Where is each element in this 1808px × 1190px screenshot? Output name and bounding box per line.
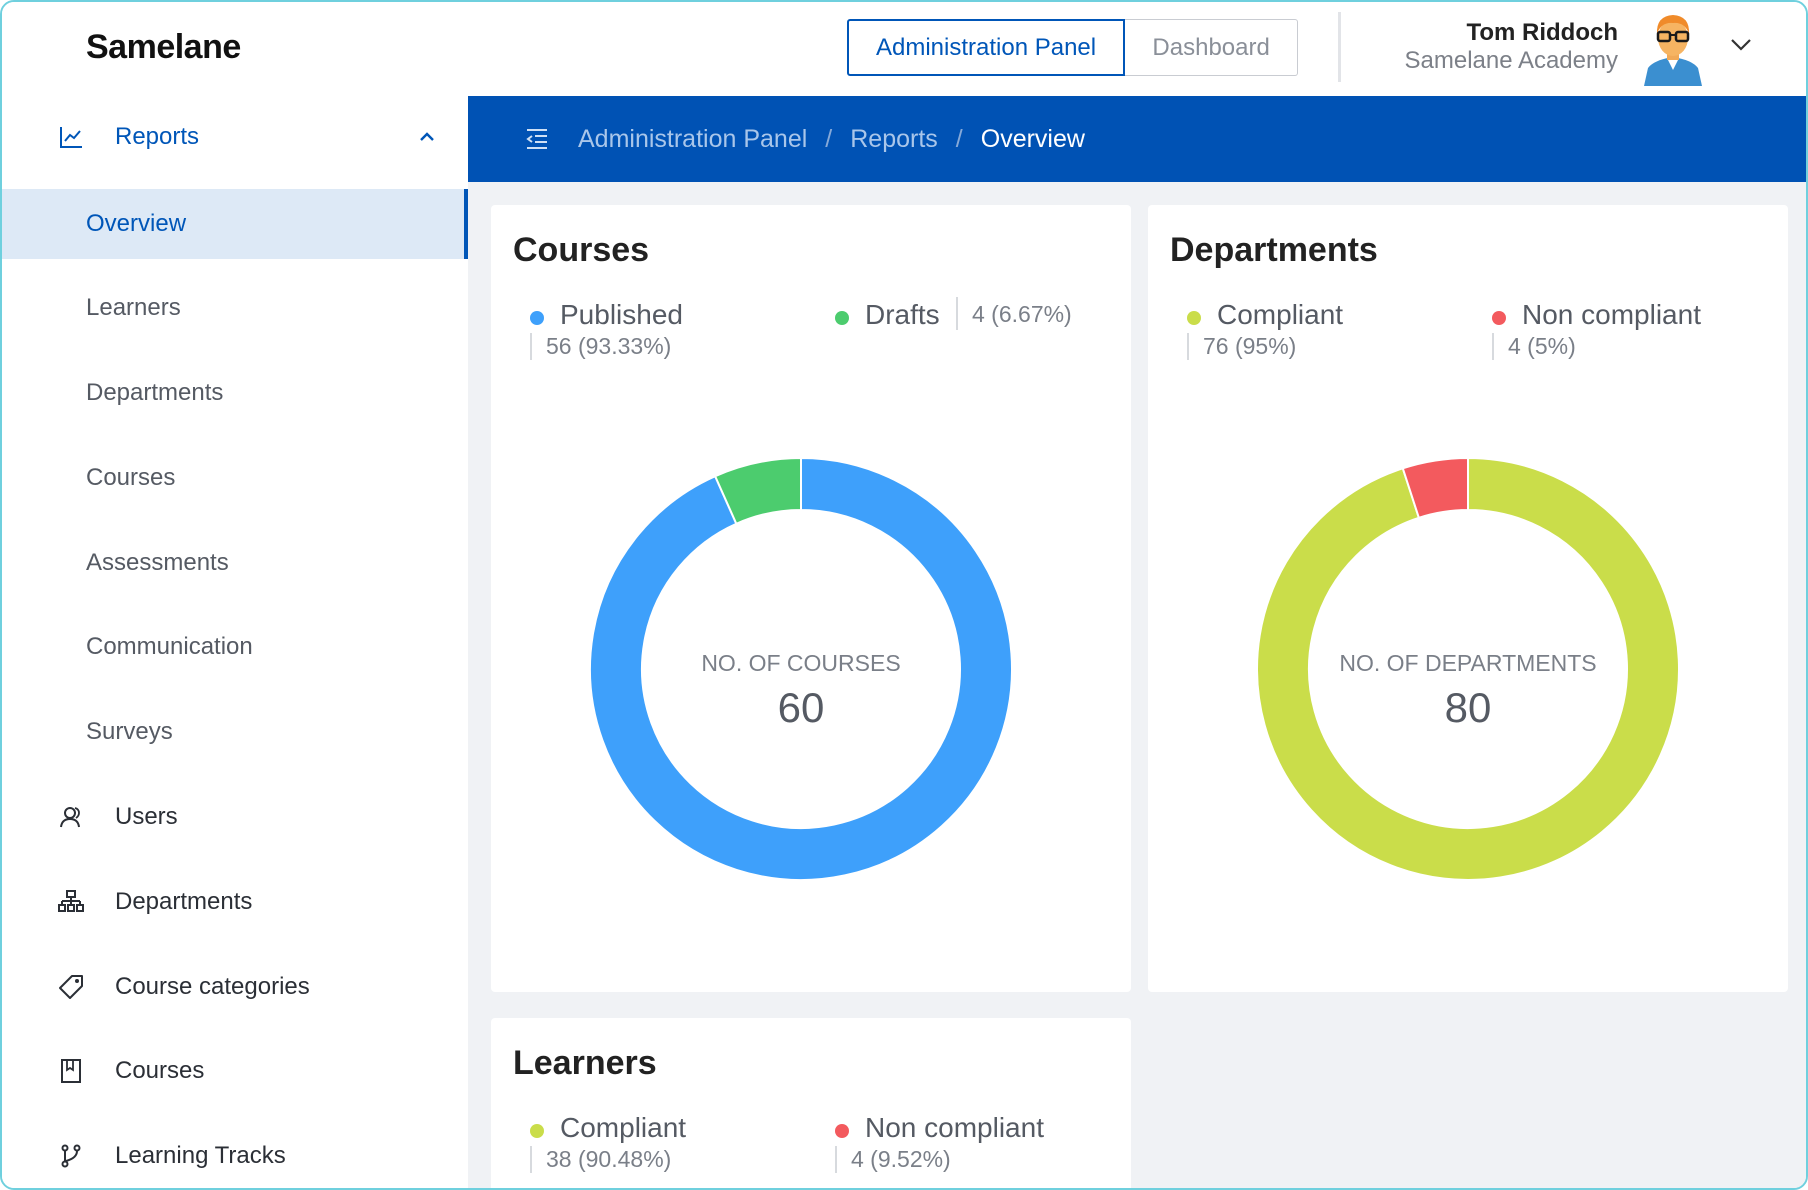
sidebar-item-label: Assessments [86,549,229,576]
sidebar-subitem-learners[interactable]: Learners [2,273,468,343]
legend-label: Drafts [865,299,940,330]
sidebar: Reports Overview Learners Departments Co… [2,96,468,1188]
donut-slice-drafts[interactable] [713,456,802,526]
legend-dot [530,311,544,325]
book-icon [61,1059,81,1083]
legend-value: 38 (90.48%) [530,1146,671,1173]
main-content: Administration Panel / Reports / Overvie… [468,96,1806,1188]
panel-switch: Administration Panel Dashboard [847,19,1299,76]
legend-dot [835,311,849,325]
donut-slice-non-compliant[interactable] [1401,456,1469,520]
legend-label: Compliant [1217,299,1344,330]
legend-label: Compliant [560,1112,687,1143]
breadcrumb: Administration Panel / Reports / Overvie… [578,96,1085,182]
sidebar-item-label: Learners [86,294,181,321]
user-organization: Samelane Academy [1404,47,1618,74]
sidebar-subitem-assessments[interactable]: Assessments [2,528,468,598]
sidebar-item-label: Courses [115,1057,205,1084]
chevron-up-icon[interactable] [417,127,437,147]
sidebar-item-label: Overview [86,210,187,237]
sidebar-subitem-communication[interactable]: Communication [2,612,468,682]
branch-icon [61,1144,81,1168]
breadcrumb-bar: Administration Panel / Reports / Overvie… [468,96,1806,182]
legend-value: 56 (93.33%) [530,333,671,360]
sidebar-item-label: Course categories [115,973,310,1000]
sidebar-item-label: Departments [86,379,224,406]
sidebar-item-label: Learning Tracks [115,1142,286,1169]
sidebar-item-label: Reports [115,123,200,150]
samelane-logo[interactable]: Samelane [86,28,241,66]
legend-value: 4 (9.52%) [835,1146,951,1173]
donut-slice-published[interactable] [589,456,1013,881]
breadcrumb-administration-panel[interactable]: Administration Panel [578,124,808,153]
sidebar-subitem-surveys[interactable]: Surveys [2,697,468,767]
departments-card: Departments Compliant 76 (95%) Non compl… [1148,205,1788,992]
top-header: Samelane Administration Panel Dashboard … [2,2,1806,96]
users-icon [60,807,80,828]
donut-center-value: 60 [778,684,825,731]
legend-label: Non compliant [865,1112,1044,1143]
breadcrumb-overview: Overview [980,124,1085,153]
departments-donut-chart: NO. OF DEPARTMENTS 80 [1256,456,1680,881]
card-title: Departments [1170,231,1378,269]
sidebar-item-courses[interactable]: Courses [2,1036,468,1106]
courses-donut-chart: NO. OF COURSES 60 [589,456,1013,881]
chart-line-icon [60,127,82,148]
sidebar-subitem-overview[interactable]: Overview [2,189,468,259]
sidebar-item-label: Communication [86,633,253,660]
administration-panel-button[interactable]: Administration Panel [847,19,1126,76]
org-chart-icon [58,890,84,912]
sidebar-item-learning-tracks[interactable]: Learning Tracks [2,1121,468,1188]
sidebar-item-label: Departments [115,888,253,915]
chevron-down-icon[interactable] [1728,32,1754,58]
legend-label: Published [560,299,683,330]
sidebar-item-label: Courses [86,464,176,491]
courses-card: Courses Published 56 (93.33%) Drafts 4 (… [491,205,1131,992]
legend-label: Non compliant [1522,299,1701,330]
legend-value: 76 (95%) [1187,333,1296,360]
dashboard-button[interactable]: Dashboard [1125,19,1299,76]
avatar[interactable] [1640,10,1706,86]
tag-icon [59,975,83,999]
header-divider [1338,12,1341,82]
user-name: Tom Riddoch [1466,19,1618,46]
sidebar-subitem-courses[interactable]: Courses [2,443,468,513]
sidebar-item-label: Surveys [86,718,173,745]
breadcrumb-separator: / [825,124,833,153]
breadcrumb-reports[interactable]: Reports [850,124,938,153]
sidebar-item-users[interactable]: Users [2,782,468,852]
donut-center-label: NO. OF DEPARTMENTS [1339,650,1596,676]
sidebar-subitem-departments[interactable]: Departments [2,358,468,428]
learners-card: Learners Compliant 38 (90.48%) Non compl… [491,1018,1131,1188]
legend-dot [530,1124,544,1138]
legend-dot [1187,311,1201,325]
collapse-menu-icon[interactable] [524,126,550,152]
card-title: Learners [513,1044,657,1082]
sidebar-item-label: Users [115,803,178,830]
legend-value: 4 (6.67%) [956,297,1072,330]
legend-dot [1492,311,1506,325]
sidebar-item-course-categories[interactable]: Course categories [2,952,468,1022]
breadcrumb-separator: / [955,124,963,153]
donut-slice-compliant[interactable] [1256,456,1680,881]
donut-center-label: NO. OF COURSES [701,650,900,676]
sidebar-item-departments[interactable]: Departments [2,867,468,937]
card-title: Courses [513,231,650,269]
legend-dot [835,1124,849,1138]
sidebar-item-reports[interactable]: Reports [2,102,468,172]
donut-center-value: 80 [1445,684,1492,731]
legend-value: 4 (5%) [1492,333,1576,360]
